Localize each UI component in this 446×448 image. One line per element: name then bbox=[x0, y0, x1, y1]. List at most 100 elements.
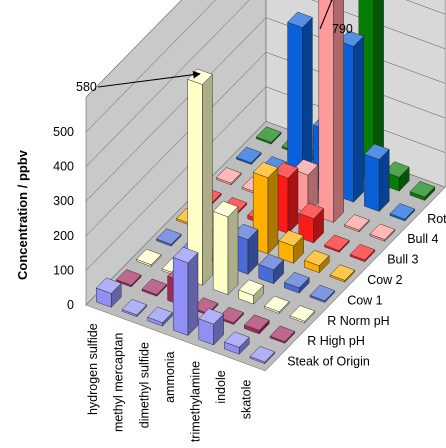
sample-label: Rotten bbox=[427, 212, 446, 226]
bar-top bbox=[135, 248, 162, 266]
bar-side bbox=[187, 252, 199, 337]
bar-side bbox=[227, 206, 239, 296]
bar bbox=[255, 126, 282, 145]
bar-top bbox=[115, 269, 142, 286]
bar bbox=[363, 143, 390, 213]
compound-label: trimethylamine bbox=[189, 361, 203, 442]
sample-label: Cow 1 bbox=[347, 293, 382, 307]
sample-label: Bull 4 bbox=[407, 232, 438, 246]
compound-labels: hydrogen sulfide methyl mercaptan dimethyl… bbox=[86, 323, 254, 442]
bar bbox=[343, 214, 370, 233]
bar bbox=[212, 200, 239, 296]
y-tick-label: 0 bbox=[67, 298, 74, 312]
sample-label: Bull 3 bbox=[387, 253, 418, 267]
bar-top bbox=[309, 284, 336, 302]
bar-top bbox=[369, 223, 396, 240]
bar-top bbox=[218, 306, 245, 324]
gridline bbox=[85, 0, 446, 133]
y-axis-title: Concentration / ppbv bbox=[15, 149, 30, 280]
bar bbox=[283, 272, 310, 294]
bar bbox=[263, 295, 290, 315]
compound-label: indole bbox=[214, 370, 228, 403]
bar-front bbox=[172, 257, 189, 336]
bar-top bbox=[283, 272, 310, 289]
bar-top bbox=[258, 253, 285, 271]
bar-side bbox=[267, 167, 279, 255]
bar-top bbox=[212, 200, 239, 218]
gridline bbox=[85, 86, 446, 271]
bar bbox=[349, 244, 376, 263]
bar-top bbox=[287, 11, 313, 28]
bar-side bbox=[302, 16, 313, 184]
bar-top bbox=[238, 279, 265, 296]
bar-top bbox=[363, 143, 390, 160]
bar-top bbox=[95, 277, 122, 294]
bar-top bbox=[141, 278, 168, 295]
bar bbox=[172, 246, 199, 337]
annotation-label: 580 bbox=[76, 80, 97, 94]
y-tick-label: 500 bbox=[53, 125, 74, 139]
bar-top bbox=[198, 308, 225, 325]
sample-label: Cow 2 bbox=[367, 273, 402, 287]
bar-top bbox=[409, 181, 436, 198]
bar bbox=[238, 279, 265, 305]
bar bbox=[232, 223, 259, 275]
bar bbox=[198, 308, 225, 346]
bar-top bbox=[303, 249, 330, 267]
bar bbox=[155, 228, 182, 247]
bar-top bbox=[235, 146, 262, 164]
bar bbox=[258, 253, 285, 285]
bar bbox=[243, 314, 270, 335]
bar bbox=[115, 269, 142, 288]
bar-top bbox=[249, 346, 276, 363]
bar bbox=[215, 167, 242, 186]
bar-top bbox=[172, 246, 199, 264]
compound-label: hydrogen sulfide bbox=[86, 323, 100, 415]
bar-top bbox=[343, 214, 370, 231]
bar-side bbox=[353, 35, 364, 203]
bar-top bbox=[263, 295, 290, 313]
bar-top bbox=[255, 126, 282, 143]
bar-front bbox=[212, 211, 229, 296]
gridline bbox=[85, 0, 446, 167]
bar bbox=[141, 278, 168, 297]
bar bbox=[223, 331, 250, 355]
sample-labels: Steak of Origin R High pH R Norm pH Cow 1 Co… bbox=[287, 212, 446, 369]
compound-label: dimethyl sulfide bbox=[137, 342, 151, 428]
bar-top bbox=[215, 167, 242, 184]
bar bbox=[278, 230, 305, 264]
bar bbox=[289, 305, 316, 324]
bar bbox=[235, 146, 262, 166]
bar bbox=[409, 181, 436, 202]
bar bbox=[369, 223, 396, 242]
compound-label: skatole bbox=[240, 380, 254, 420]
y-tick-label: 100 bbox=[53, 263, 74, 277]
bar bbox=[187, 68, 213, 286]
bar-top bbox=[272, 162, 299, 179]
bar-side bbox=[287, 167, 299, 235]
bar-top bbox=[269, 325, 296, 342]
bar-top bbox=[349, 244, 376, 261]
annotations: 580 790 bbox=[76, 0, 353, 94]
bar-side bbox=[202, 73, 213, 286]
bar bbox=[303, 249, 330, 274]
bar bbox=[323, 234, 350, 253]
sample-label: R Norm pH bbox=[327, 314, 390, 328]
chart-bars bbox=[95, 0, 436, 365]
y-tick-label: 300 bbox=[53, 194, 74, 208]
bar bbox=[147, 306, 173, 327]
bar-top bbox=[121, 299, 148, 316]
annotation-label: 790 bbox=[332, 22, 353, 36]
bar-front bbox=[287, 21, 303, 184]
bar-top bbox=[298, 202, 325, 219]
bar-top bbox=[243, 314, 270, 331]
bar-top bbox=[155, 228, 182, 245]
bar-top bbox=[232, 223, 259, 240]
bar bbox=[249, 346, 276, 365]
bar bbox=[269, 325, 296, 344]
gridline bbox=[85, 17, 446, 202]
y-tick-label: 400 bbox=[53, 160, 74, 174]
bar bbox=[329, 264, 356, 283]
bar bbox=[287, 11, 313, 184]
bar-top bbox=[289, 305, 316, 322]
